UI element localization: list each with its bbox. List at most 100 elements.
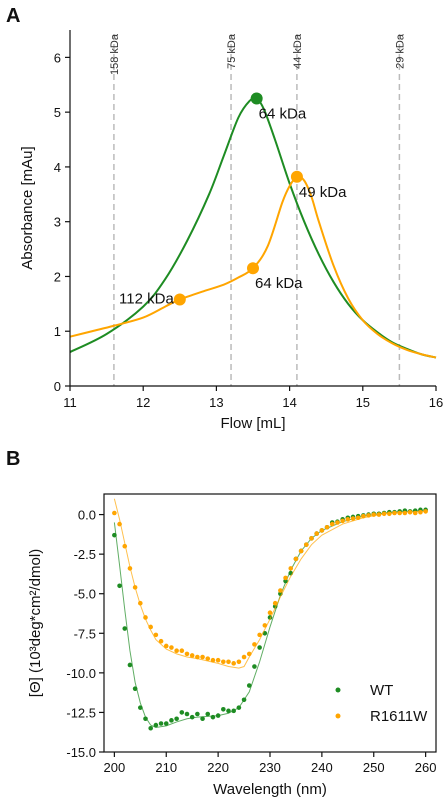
peak-marker	[247, 262, 259, 275]
data-point	[112, 510, 117, 516]
panel-a-x-axis-title: Flow [mL]	[220, 415, 285, 432]
data-point	[252, 642, 257, 647]
y-tick-label: -5.0	[74, 587, 96, 602]
peak-annotation: 64 kDa	[259, 105, 307, 122]
data-point	[423, 509, 428, 514]
data-point	[350, 516, 356, 521]
panel-b-chart: 200 210 220 230 240 250 260 0.0 -2.5 -5.0 -7.5 -10.…	[27, 493, 437, 798]
mw-marker-label: 75 kDa	[226, 33, 238, 69]
data-point	[143, 716, 148, 722]
data-point	[246, 683, 252, 688]
y-tick-label: -2.5	[74, 547, 96, 562]
peak-marker	[173, 293, 186, 306]
legend-marker	[335, 687, 341, 693]
data-point	[288, 566, 294, 571]
data-point	[158, 721, 164, 726]
data-point	[117, 583, 122, 589]
data-point	[200, 654, 205, 660]
data-point	[215, 713, 221, 718]
panel-b-y-axis-title: [Θ] (10³deg*cm²/dmol)	[27, 549, 44, 697]
data-point	[189, 714, 195, 720]
mw-marker-label: 29 kDa	[394, 33, 406, 69]
data-point	[397, 510, 402, 516]
data-point	[236, 659, 242, 665]
x-tick-label: 11	[63, 395, 77, 410]
peak-annotation: 112 kDa	[119, 290, 174, 307]
data-point	[231, 708, 236, 714]
data-point	[329, 521, 335, 527]
peak-annotation: 49 kDa	[299, 184, 347, 201]
data-point	[122, 543, 128, 549]
y-tick-label: -12.5	[66, 705, 96, 720]
mw-marker-label: 44 kDa	[292, 33, 304, 69]
data-point	[283, 578, 288, 584]
x-tick-label: 240	[311, 760, 333, 775]
data-point	[412, 510, 418, 516]
y-tick-label: -10.0	[66, 666, 96, 681]
y-tick-label: 1	[54, 324, 61, 339]
x-tick-label: 260	[415, 760, 437, 775]
data-point	[418, 509, 423, 515]
data-point	[127, 566, 133, 571]
data-point	[324, 524, 330, 530]
data-point	[221, 659, 226, 665]
data-point	[210, 657, 216, 663]
data-point	[283, 575, 288, 581]
data-point	[340, 518, 345, 524]
data-point	[143, 615, 148, 620]
mw-marker-label: 158 kDa	[109, 33, 121, 75]
data-point	[371, 512, 377, 517]
data-point	[246, 651, 252, 657]
y-tick-label: 3	[54, 215, 61, 230]
panel-b-axes: 200 210 220 230 240 250 260 0.0 -2.5 -5.0 -7.5 -10.…	[66, 508, 436, 775]
y-tick-label: 4	[54, 160, 61, 175]
data-point	[138, 600, 143, 606]
data-point	[163, 721, 169, 726]
x-tick-label: 220	[207, 760, 229, 775]
orange-elution-line	[69, 175, 437, 359]
data-point	[184, 711, 190, 717]
data-point	[205, 656, 211, 661]
data-point	[309, 536, 314, 541]
data-point	[138, 705, 143, 710]
x-tick-label: 14	[282, 395, 296, 410]
data-point	[241, 654, 247, 660]
data-point	[122, 626, 128, 631]
peak-annotation: 64 kDa	[255, 275, 303, 292]
data-point	[252, 664, 257, 669]
panel-b-x-axis-title: Wavelength (nm)	[213, 781, 327, 798]
data-point	[148, 624, 153, 630]
data-point	[205, 711, 211, 717]
y-tick-label: 0	[54, 379, 61, 394]
data-point	[304, 542, 309, 547]
data-point	[200, 716, 205, 722]
data-point	[132, 585, 138, 590]
data-point	[366, 513, 371, 518]
data-point	[257, 632, 262, 638]
data-point	[387, 511, 392, 517]
data-point	[215, 657, 221, 663]
data-point	[226, 708, 231, 714]
panel-b-series	[112, 498, 428, 731]
data-point	[169, 645, 174, 650]
peak-marker	[290, 170, 303, 183]
data-point	[298, 548, 304, 554]
data-point	[345, 517, 351, 522]
data-point	[314, 531, 319, 536]
data-point	[195, 711, 200, 717]
data-point	[241, 697, 247, 703]
green-elution-line	[69, 96, 437, 359]
data-point	[189, 653, 195, 658]
x-tick-label: 16	[429, 395, 443, 410]
peak-marker	[250, 92, 263, 105]
legend-label: WT	[370, 682, 393, 699]
data-point	[153, 722, 159, 728]
data-point	[407, 509, 413, 515]
x-tick-label: 13	[209, 395, 223, 410]
x-tick-label: 210	[155, 760, 177, 775]
data-point	[226, 659, 231, 665]
data-point	[112, 532, 117, 538]
data-point	[236, 705, 242, 710]
